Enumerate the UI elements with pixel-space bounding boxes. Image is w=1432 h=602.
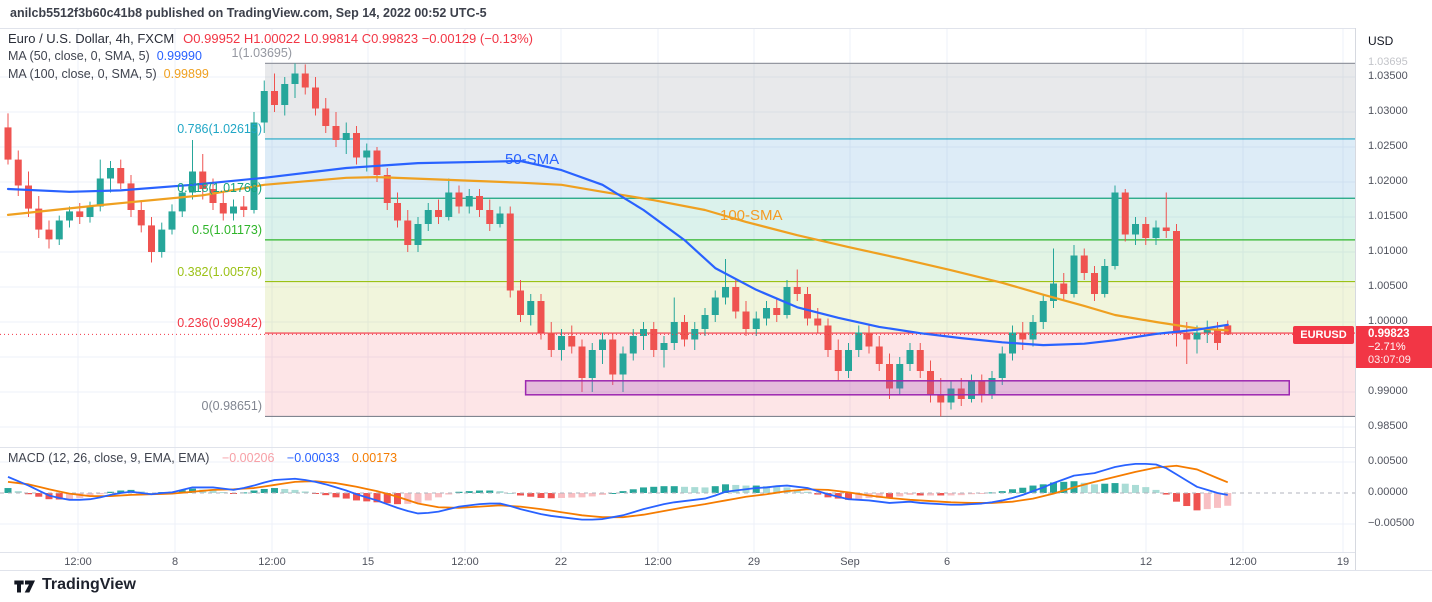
ohlc-values: O0.99952 H1.00022 L0.99814 C0.99823 −0.0… (183, 31, 534, 46)
last-price-value: 0.99823 (1368, 328, 1410, 340)
symbol-legend-row[interactable]: Euro / U.S. Dollar, 4h, FXCM O0.99952 H1.… (8, 31, 533, 46)
frame-top-line (0, 28, 1432, 29)
time-axis-label: Sep (840, 556, 860, 568)
tradingview-brand-text[interactable]: TradingView (42, 576, 136, 593)
ma50-legend-row[interactable]: MA (50, close, 0, SMA, 5) 0.99990 (8, 49, 202, 63)
fib-level-label: 0.382(1.00578) (177, 264, 262, 279)
price-tick-label: 1.03000 (1368, 105, 1408, 117)
scale-currency-label[interactable]: USD (1368, 34, 1394, 48)
fib-level-label: 0.786(1.02615) (177, 121, 262, 136)
time-axis-label: 22 (554, 556, 568, 568)
price-tick-label: 1.00500 (1368, 280, 1408, 292)
price-tick-label: 0.99000 (1368, 385, 1408, 397)
macd-line-value: −0.00033 (286, 451, 340, 465)
macd-legend-row[interactable]: MACD (12, 26, close, 9, EMA, EMA) −0.002… (8, 451, 397, 465)
ma50-value: 0.99990 (156, 49, 202, 63)
macd-tick-label: 0.00500 (1368, 455, 1408, 467)
time-axis-label: 8 (171, 556, 179, 568)
bar-countdown: 03:07:09 (1368, 354, 1411, 366)
price-tick-label: 0.98500 (1368, 420, 1408, 432)
price-tick-label: 1.02000 (1368, 175, 1408, 187)
macd-signal-value: 0.00173 (351, 451, 398, 465)
time-axis-label: 12:00 (64, 556, 92, 568)
time-axis-label: 12:00 (258, 556, 286, 568)
macd-hist-value: −0.00206 (221, 451, 275, 465)
chart-canvas[interactable] (0, 0, 1355, 570)
fib-level-label: 0.618(1.01768) (177, 181, 262, 196)
macd-label: MACD (12, 26, close, 9, EMA, EMA) (8, 451, 210, 465)
time-axis-label: 12:00 (644, 556, 672, 568)
fib-level-label: 1(1.03695) (231, 46, 292, 61)
time-axis[interactable]: 12:00 8 12:00 15 12:00 22 12:00 29 Sep 6 12 12:00 19 (0, 552, 1355, 570)
footer-separator (0, 570, 1432, 571)
fib-level-label: 0.236(0.99842) (177, 316, 262, 331)
time-axis-label: 12:00 (1229, 556, 1257, 568)
last-price-symbol-tag: EURUSD (1293, 326, 1354, 344)
ma100-legend-row[interactable]: MA (100, close, 0, SMA, 5) 0.99899 (8, 67, 209, 81)
fib-top-price-faded: 1.03695 (1368, 56, 1408, 68)
fib-level-label: 0(0.98651) (201, 399, 262, 414)
sma100-annotation[interactable]: 100-SMA (720, 207, 783, 224)
price-tick-label: 1.03500 (1368, 70, 1408, 82)
macd-tick-label: −0.00500 (1368, 517, 1415, 529)
symbol-title: Euro / U.S. Dollar, 4h, FXCM (8, 31, 175, 46)
macd-tick-label: 0.00000 (1368, 486, 1408, 498)
time-axis-label: 15 (361, 556, 375, 568)
fib-level-label: 0.5(1.01173) (192, 222, 262, 237)
time-axis-label: 19 (1336, 556, 1350, 568)
ma100-value: 0.99899 (163, 67, 209, 81)
time-axis-label: 6 (943, 556, 951, 568)
last-price-box: 0.99823 −2.71% 03:07:09 (1356, 326, 1432, 368)
last-price-change: −2.71% (1368, 341, 1406, 353)
price-tick-label: 1.00000 (1368, 315, 1408, 327)
ma100-label: MA (100, close, 0, SMA, 5) (8, 67, 157, 81)
price-tick-label: 1.01500 (1368, 210, 1408, 222)
publisher-note: anilcb5512f3b60c41b8 published on Tradin… (10, 6, 487, 20)
price-tick-label: 1.01000 (1368, 245, 1408, 257)
tradingview-logo-icon[interactable] (13, 577, 37, 596)
pane-separator[interactable] (0, 447, 1432, 448)
sma50-annotation[interactable]: 50-SMA (505, 151, 560, 168)
time-axis-label: 29 (747, 556, 761, 568)
ma50-label: MA (50, close, 0, SMA, 5) (8, 49, 150, 63)
time-axis-label: 12 (1139, 556, 1153, 568)
price-tick-label: 1.02500 (1368, 140, 1408, 152)
time-axis-label: 12:00 (451, 556, 479, 568)
price-scale[interactable]: USD 1.03695 1.03500 1.03000 1.02500 1.02000… (1355, 28, 1432, 570)
axis-separator (0, 552, 1432, 553)
